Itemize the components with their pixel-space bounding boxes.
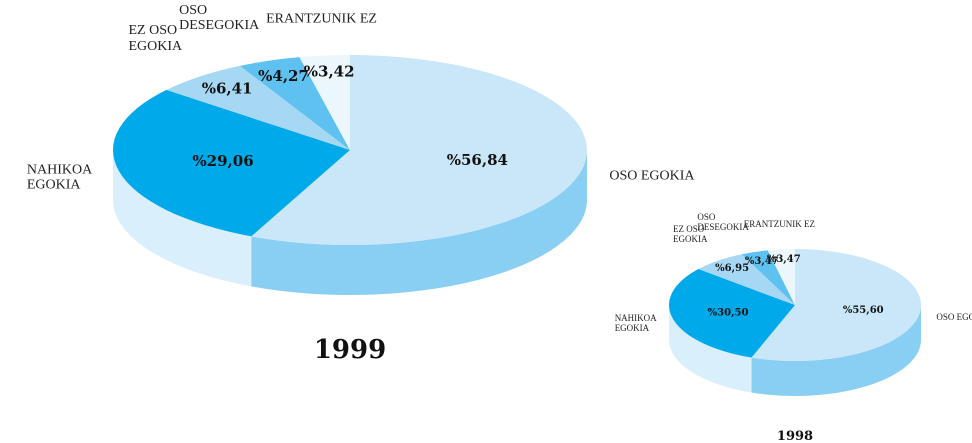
value-label: %4,27 (258, 67, 309, 85)
pie-slice (112, 89, 350, 237)
pie-slice (767, 249, 795, 305)
chart-title: 1998 (777, 429, 813, 443)
chart-title: 1999 (314, 335, 386, 365)
pie-slice (669, 269, 795, 358)
pie-slice (251, 55, 587, 245)
pie-slice (299, 55, 350, 150)
pie-side (669, 305, 752, 393)
value-label: %55,60 (843, 305, 884, 316)
category-label: OSO DESEGOKIA (179, 3, 260, 34)
pie-slice (166, 65, 350, 150)
category-label: ERANTZUNIK EZ (266, 11, 377, 27)
pie-slice (698, 254, 795, 305)
value-label: %30,50 (708, 307, 749, 318)
pie-side (751, 305, 922, 396)
category-label: EZ OSO EGOKIA (128, 23, 183, 54)
category-label: NAHIKOA EGOKIA (26, 162, 92, 193)
value-label: %6,41 (202, 80, 253, 98)
value-label: %3,47 (745, 256, 779, 267)
pie-side (113, 150, 252, 287)
pie-side (251, 150, 587, 296)
category-label: OSO EGOKIA (936, 312, 972, 323)
category-label: OSO DESEGOKIA (697, 212, 749, 233)
value-label: %56,84 (447, 151, 508, 169)
pie-slice (239, 57, 350, 151)
value-label: %3,42 (304, 63, 355, 81)
pie-slice (751, 249, 921, 361)
category-label: EZ OSO EGOKIA (673, 224, 708, 245)
value-label: %29,06 (192, 152, 253, 170)
category-label: ERANTZUNIK EZ (743, 218, 815, 229)
category-label: NAHIKOA EGOKIA (614, 313, 657, 334)
category-label: OSO EGOKIA (609, 168, 695, 184)
pie-slice (741, 250, 795, 305)
value-label: %3,47 (767, 254, 801, 265)
value-label: %6,95 (715, 263, 749, 274)
